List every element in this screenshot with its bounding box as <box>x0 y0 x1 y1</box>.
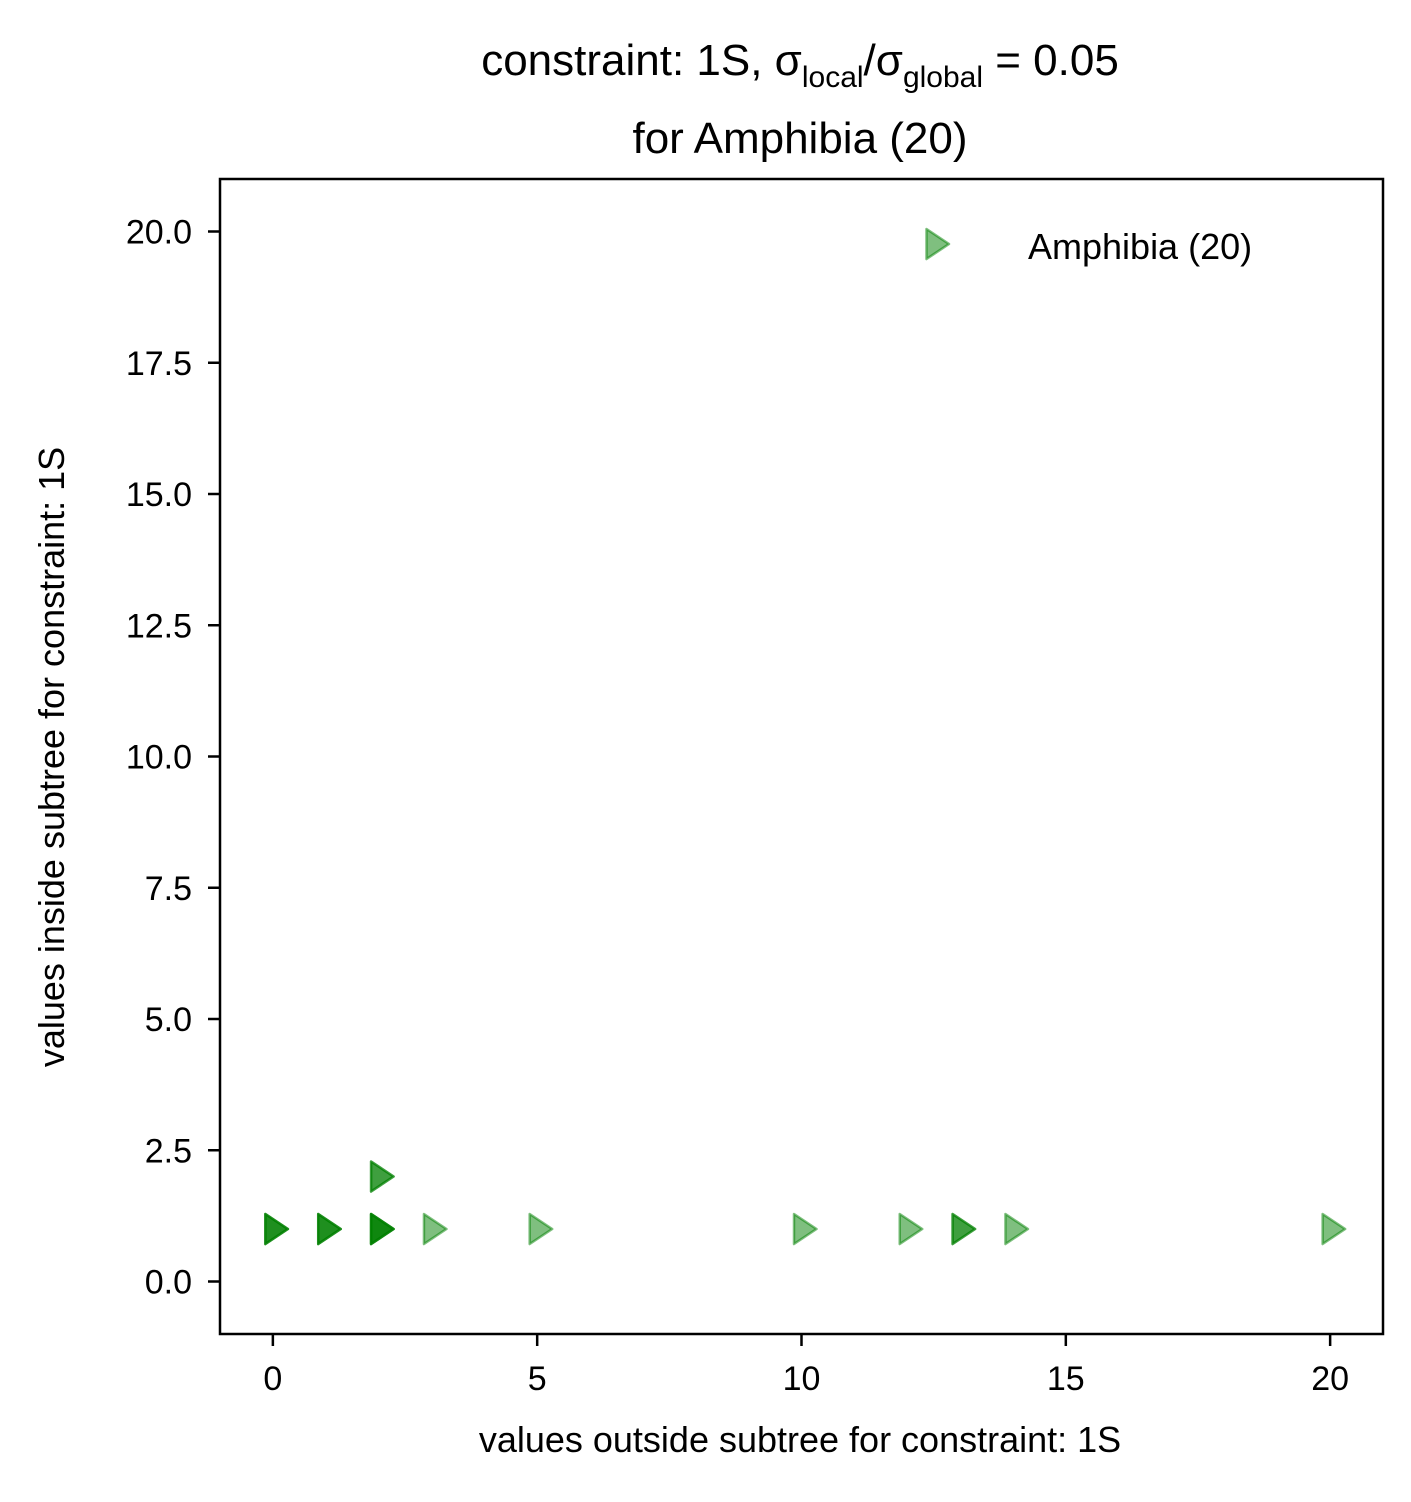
y-tick-label: 0.0 <box>145 1264 192 1302</box>
data-point <box>951 1212 977 1246</box>
x-tick-label: 0 <box>263 1360 282 1398</box>
legend-marker <box>925 227 951 261</box>
y-tick-label: 2.5 <box>145 1132 192 1170</box>
x-tick-label: 20 <box>1311 1360 1349 1398</box>
chart-title-line2: for Amphibia (20) <box>632 114 967 163</box>
y-tick-label: 7.5 <box>145 870 192 908</box>
x-axis-label: values outside subtree for constraint: 1… <box>479 1419 1121 1460</box>
y-tick-label: 17.5 <box>126 345 192 383</box>
data-point <box>316 1212 342 1246</box>
data-point <box>898 1212 924 1246</box>
x-tick-label: 10 <box>783 1360 821 1398</box>
data-point <box>369 1212 395 1246</box>
y-axis-label: values inside subtree for constraint: 1S <box>31 447 72 1067</box>
plot-frame <box>218 177 1385 1336</box>
data-point <box>369 1160 395 1193</box>
x-tick-label: 15 <box>1047 1360 1085 1398</box>
y-tick-label: 12.5 <box>126 607 192 645</box>
y-tick-label: 5.0 <box>145 1001 192 1039</box>
data-point <box>264 1212 290 1246</box>
chart-title: constraint: 1S, σlocal/σglobal = 0.05 <box>481 36 1119 94</box>
x-tick-label: 5 <box>528 1360 547 1398</box>
data-points <box>264 1160 1347 1246</box>
y-tick-label: 10.0 <box>126 739 192 777</box>
legend: Amphibia (20) <box>925 226 1252 267</box>
data-point <box>422 1212 448 1246</box>
y-tick-label: 20.0 <box>126 214 192 252</box>
data-point <box>792 1212 818 1246</box>
y-tick-label: 15.0 <box>126 476 192 514</box>
data-point <box>528 1212 554 1246</box>
axis-ticks: 0 5 10 15 20 0.0 2.5 5.0 7.5 10.0 12.5 15.0 17.5 20.0 <box>126 214 1349 1399</box>
data-point <box>1004 1212 1030 1246</box>
data-point <box>1321 1212 1347 1246</box>
legend-label: Amphibia (20) <box>1028 226 1252 267</box>
